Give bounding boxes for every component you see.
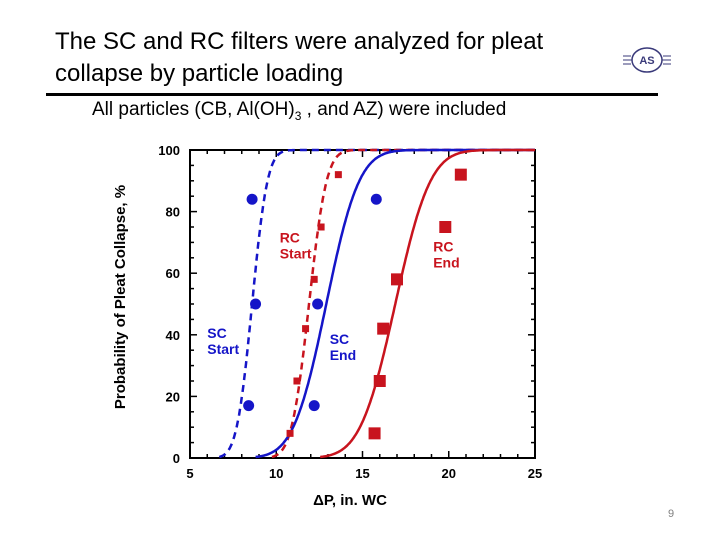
point-rc-end — [391, 273, 403, 286]
chart-annotations: RC Start SC Start SC End RC End — [207, 229, 459, 363]
page-number: 9 — [668, 508, 675, 520]
y-tick-label: 60 — [166, 266, 180, 281]
logo-text: AS — [639, 55, 654, 67]
y-tick-label: 40 — [166, 328, 180, 343]
point-rc-start — [334, 171, 342, 179]
y-tick-label: 0 — [173, 451, 180, 466]
subtitle-subscript: 3 — [294, 108, 302, 123]
point-rc-start — [293, 377, 301, 385]
label-sc-start: SC Start — [207, 325, 239, 357]
y-tick-label: 100 — [158, 143, 180, 158]
point-sc-end — [308, 400, 320, 412]
slide-subtitle: All particles (CB, Al(OH)3 , and AZ) wer… — [92, 99, 506, 123]
point-sc-start — [250, 298, 262, 310]
curve-rc-end — [320, 148, 535, 459]
point-sc-end — [312, 298, 324, 310]
point-rc-start — [302, 325, 310, 333]
point-rc-end — [373, 375, 386, 387]
x-tick-label: 5 — [186, 466, 193, 481]
title-divider — [46, 93, 658, 96]
label-sc-end: SC End — [330, 331, 356, 363]
pleat-collapse-chart: 5 10 15 20 25 0 20 40 60 80 100 RC Start SC Start SC En… — [112, 143, 542, 509]
point-rc-end — [368, 427, 381, 440]
point-sc-start — [246, 193, 258, 205]
x-axis-label: ΔP, in. WC — [313, 492, 387, 509]
chart-points — [243, 168, 467, 440]
slide-title: The SC and RC filters were analyzed for … — [55, 28, 544, 87]
x-tick-label: 20 — [442, 466, 456, 481]
chart-curves — [218, 148, 535, 459]
chart-axes: 5 10 15 20 25 0 20 40 60 80 100 — [158, 143, 542, 481]
curve-rc-start — [271, 148, 535, 459]
label-rc-end: RC End — [433, 239, 459, 271]
point-sc-start — [243, 400, 255, 412]
point-rc-end — [454, 168, 467, 181]
x-tick-label: 10 — [269, 466, 283, 481]
x-tick-label: 15 — [355, 466, 369, 481]
y-tick-label: 20 — [166, 389, 180, 404]
y-axis-label: Probability of Pleat Collapse, % — [112, 185, 129, 409]
point-rc-end — [377, 322, 390, 335]
point-rc-start — [317, 223, 325, 231]
plot-frame — [189, 149, 536, 459]
y-tick-label: 80 — [166, 205, 180, 220]
point-rc-start — [310, 275, 318, 283]
subtitle-text-start: All particles (CB, Al(OH) — [92, 99, 295, 120]
x-tick-label: 25 — [528, 466, 542, 481]
label-rc-start: RC Start — [280, 229, 312, 261]
point-sc-end — [370, 193, 382, 205]
subtitle-text-end: , and AZ) were included — [301, 99, 507, 120]
company-logo: AS — [623, 47, 671, 73]
point-rc-end — [439, 221, 452, 233]
point-rc-start — [286, 429, 294, 437]
